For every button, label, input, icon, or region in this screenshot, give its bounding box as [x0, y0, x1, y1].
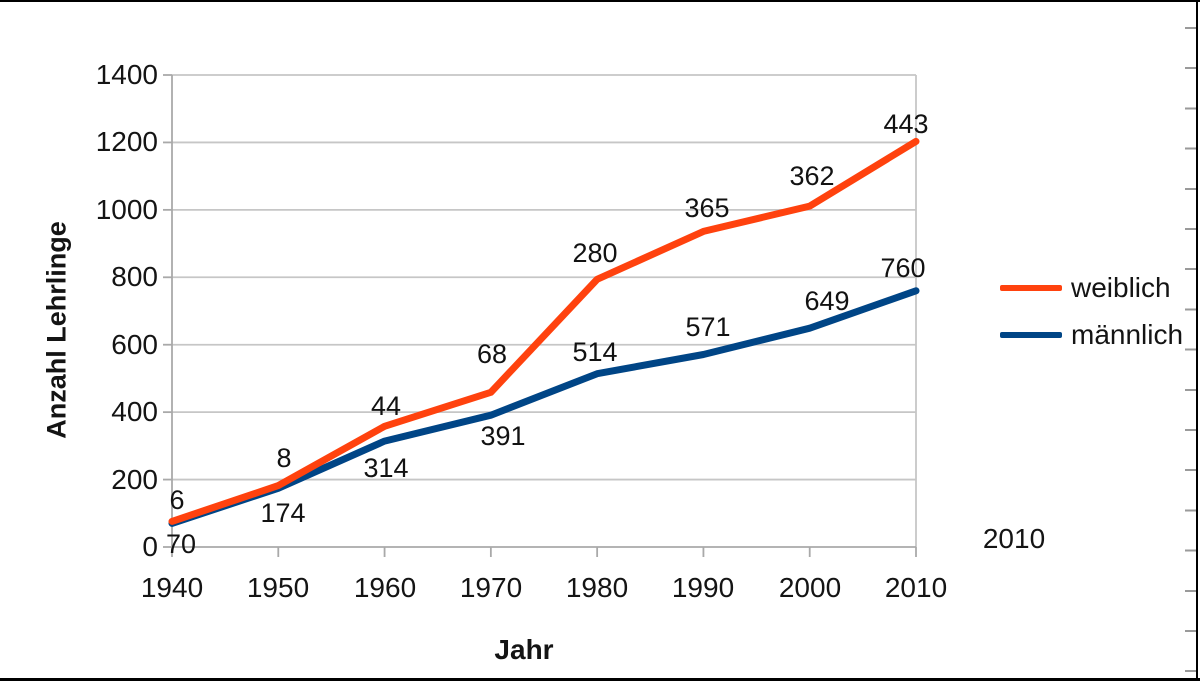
- page-right-border: [1196, 0, 1198, 681]
- weiblich-value-label: 362: [789, 161, 835, 191]
- weiblich-value-label: 280: [572, 238, 618, 268]
- legend-label-maennlich: männlich: [1071, 319, 1184, 350]
- x-tick-label-1960: 1960: [353, 572, 417, 603]
- page-edge-tick-marks: [1185, 27, 1196, 673]
- weiblich-value-label: 365: [684, 193, 730, 223]
- annotation-2010: 2010: [982, 523, 1046, 554]
- männlich-value-label: 760: [880, 253, 926, 283]
- x-tick-label-2010: 2010: [884, 572, 948, 603]
- legend-item-maennlich: männlich: [1000, 320, 1183, 350]
- weiblich-value-label: 44: [370, 391, 402, 421]
- x-tick-label-1980: 1980: [565, 572, 629, 603]
- page-top-border: [0, 0, 1200, 2]
- legend: weiblich männlich: [1000, 273, 1183, 350]
- x-axis-title: Jahr: [494, 634, 554, 665]
- weiblich-line-swatch: [1000, 285, 1062, 291]
- männlich-value-label: 70: [165, 529, 197, 559]
- x-tick-label-1990: 1990: [671, 572, 735, 603]
- weiblich-value-label: 8: [276, 443, 292, 473]
- y-axis-title: Anzahl Lehrlinge: [41, 221, 72, 439]
- x-tick-label-1950: 1950: [246, 572, 310, 603]
- männlich-line: [168, 287, 920, 527]
- männlich-value-label: 649: [804, 286, 850, 316]
- y-tick-label-800: 800: [111, 261, 158, 292]
- männlich-value-label: 314: [363, 453, 409, 483]
- y-tick-label-600: 600: [111, 329, 158, 360]
- y-tick-label-1000: 1000: [95, 194, 158, 225]
- legend-label-weiblich: weiblich: [1071, 272, 1171, 303]
- weiblich-line: [168, 137, 920, 525]
- x-tick-label-1970: 1970: [459, 572, 523, 603]
- weiblich-value-label: 443: [883, 109, 929, 139]
- x-tick-label-1940: 1940: [140, 572, 204, 603]
- y-tick-label-0: 0: [142, 531, 158, 562]
- y-tick-label-1200: 1200: [95, 126, 158, 157]
- männlich-value-label: 174: [260, 498, 306, 528]
- page-bottom-border: [0, 678, 1200, 681]
- maennlich-line-swatch: [1000, 332, 1062, 338]
- weiblich-value-label: 68: [476, 339, 508, 369]
- y-tick-label-400: 400: [111, 396, 158, 427]
- y-tick-label-1400: 1400: [95, 59, 158, 90]
- legend-item-weiblich: weiblich: [1000, 273, 1183, 303]
- männlich-value-label: 514: [572, 337, 618, 367]
- männlich-value-label: 391: [480, 421, 526, 451]
- weiblich-value-label: 6: [169, 485, 185, 515]
- y-tick-label-200: 200: [111, 464, 158, 495]
- x-tick-label-2000: 2000: [778, 572, 842, 603]
- männlich-value-label: 571: [685, 312, 731, 342]
